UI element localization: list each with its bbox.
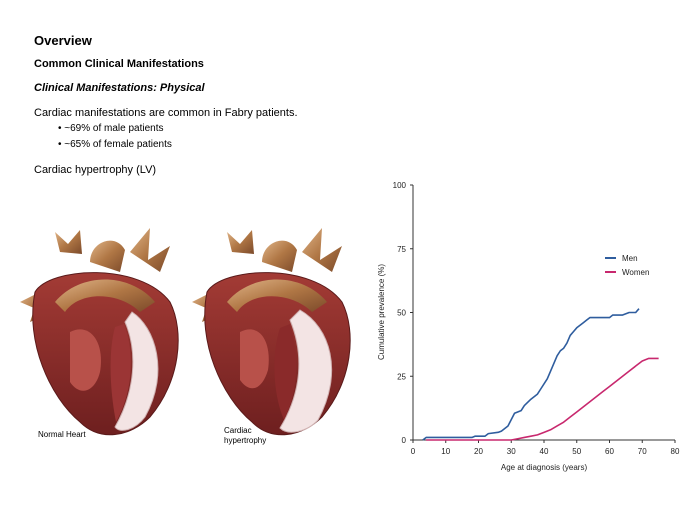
y-ticks: 0 25 50 75 100 xyxy=(393,181,413,445)
page-title: Overview xyxy=(34,33,92,48)
bullet-male: • ~69% of male patients xyxy=(58,123,164,134)
chart-legend: Men Women xyxy=(605,254,649,277)
x-tick-label: 80 xyxy=(671,447,680,456)
lv-label: Cardiac hypertrophy (LV) xyxy=(34,164,157,176)
y-tick-label: 50 xyxy=(397,309,406,318)
x-tick-label: 50 xyxy=(572,447,581,456)
hypertrophy-heart-illustration xyxy=(192,228,351,436)
hypertrophy-caption-line-1: Cardiac xyxy=(224,426,252,435)
x-tick-label: 10 xyxy=(441,447,450,456)
y-axis-label: Cumulative prevalence (%) xyxy=(377,264,386,360)
x-tick-label: 0 xyxy=(411,447,416,456)
y-tick-label: 100 xyxy=(393,181,407,190)
x-tick-label: 30 xyxy=(507,447,516,456)
hypertrophy-caption: Cardiac hypertrophy xyxy=(224,426,284,446)
subsection-heading: Clinical Manifestations: Physical xyxy=(34,82,205,94)
y-tick-label: 0 xyxy=(402,436,407,445)
series-line-women xyxy=(426,357,659,441)
bullet-female: • ~65% of female patients xyxy=(58,139,172,150)
x-tick-label: 60 xyxy=(605,447,614,456)
legend-men-label: Men xyxy=(622,254,638,263)
bullet-male-text: ~69% of male patients xyxy=(64,123,164,134)
y-tick-label: 75 xyxy=(397,245,406,254)
bullet-female-text: ~65% of female patients xyxy=(64,139,172,150)
y-tick-label: 25 xyxy=(397,372,406,381)
normal-heart-caption: Normal Heart xyxy=(38,430,86,439)
x-axis-label: Age at diagnosis (years) xyxy=(501,463,588,472)
x-tick-label: 20 xyxy=(474,447,483,456)
x-ticks: 0 10 20 30 40 50 60 70 80 xyxy=(411,440,680,456)
x-tick-label: 70 xyxy=(638,447,647,456)
normal-heart-illustration xyxy=(20,228,179,436)
legend-women-label: Women xyxy=(622,268,649,277)
hypertrophy-caption-line-2: hypertrophy xyxy=(224,436,267,445)
series-lines xyxy=(422,308,659,441)
x-tick-label: 40 xyxy=(540,447,549,456)
series-line-men xyxy=(422,308,640,441)
intro-text: Cardiac manifestations are common in Fab… xyxy=(34,107,298,119)
section-heading: Common Clinical Manifestations xyxy=(34,58,204,70)
